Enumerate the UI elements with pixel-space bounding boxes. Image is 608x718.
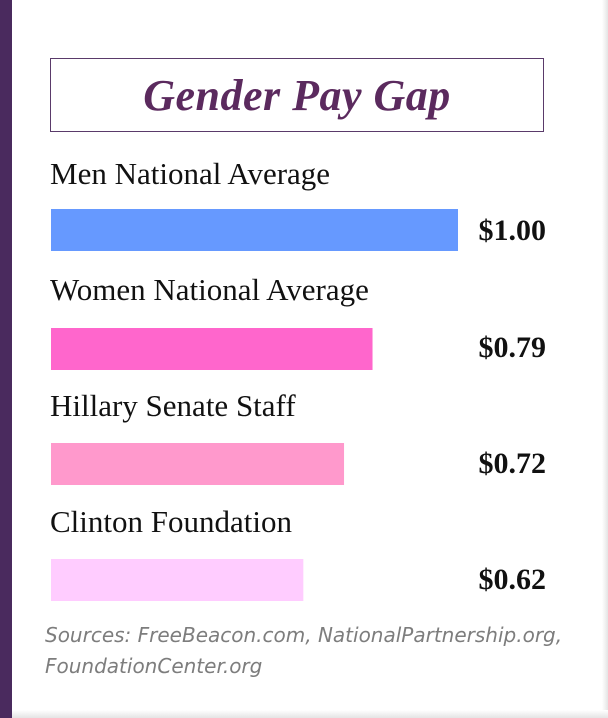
bar-women: [51, 328, 373, 370]
bar-men: [51, 209, 458, 251]
title-box: Gender Pay Gap: [50, 58, 544, 132]
value-label-women: $0.79: [478, 331, 547, 364]
accent-stripe: [0, 0, 12, 718]
bar-label-senate-staff: Hillary Senate Staff: [50, 388, 296, 423]
value-label-men: $1.00: [478, 214, 547, 247]
bar-label-foundation: Clinton Foundation: [50, 504, 292, 539]
card-shadow-right: [602, 0, 608, 718]
value-label-foundation: $0.62: [478, 563, 547, 596]
bar-foundation: [51, 559, 304, 601]
card-shadow-bottom: [12, 710, 608, 718]
bar-senate-staff: [51, 443, 345, 485]
bar-label-men: Men National Average: [50, 156, 331, 191]
sources-note: Sources: FreeBeacon.com, NationalPartner…: [45, 623, 563, 678]
chart-title: Gender Pay Gap: [143, 70, 451, 120]
bar-label-women: Women National Average: [50, 272, 369, 307]
value-label-senate-staff: $0.72: [478, 447, 547, 480]
